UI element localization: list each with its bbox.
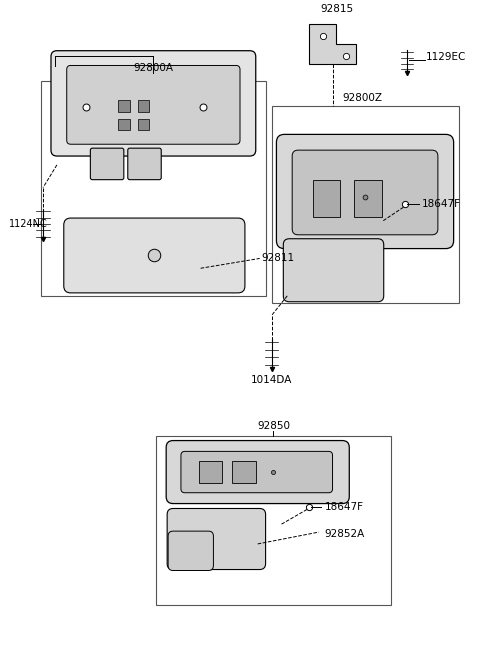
Text: 92811: 92811 xyxy=(262,253,295,263)
Text: 92852A: 92852A xyxy=(324,529,365,539)
FancyBboxPatch shape xyxy=(168,531,214,571)
Bar xyxy=(232,461,256,483)
FancyBboxPatch shape xyxy=(90,148,124,179)
FancyBboxPatch shape xyxy=(292,150,438,234)
Bar xyxy=(118,100,130,112)
Bar xyxy=(313,179,340,217)
FancyBboxPatch shape xyxy=(64,218,245,293)
Text: 92815: 92815 xyxy=(320,5,353,14)
Bar xyxy=(41,81,265,296)
Text: 1124NC: 1124NC xyxy=(9,219,48,229)
Bar xyxy=(138,119,149,130)
Bar xyxy=(199,461,222,483)
FancyBboxPatch shape xyxy=(166,441,349,504)
FancyBboxPatch shape xyxy=(181,451,333,493)
FancyBboxPatch shape xyxy=(51,50,256,156)
Bar xyxy=(118,119,130,130)
Bar xyxy=(272,106,458,303)
Bar xyxy=(156,436,391,605)
Text: 92800A: 92800A xyxy=(133,64,173,73)
Text: 92800Z: 92800Z xyxy=(342,93,383,103)
FancyBboxPatch shape xyxy=(276,134,454,249)
Text: 18647F: 18647F xyxy=(324,502,364,512)
FancyBboxPatch shape xyxy=(67,66,240,144)
Bar xyxy=(138,100,149,112)
Polygon shape xyxy=(309,24,356,64)
Text: 1014DA: 1014DA xyxy=(251,375,292,384)
FancyBboxPatch shape xyxy=(128,148,161,179)
Text: 1129EC: 1129EC xyxy=(426,52,467,62)
FancyBboxPatch shape xyxy=(283,238,384,302)
Text: 18647F: 18647F xyxy=(422,199,461,210)
FancyBboxPatch shape xyxy=(167,508,265,570)
Text: 92850: 92850 xyxy=(257,421,290,431)
Bar xyxy=(354,179,382,217)
